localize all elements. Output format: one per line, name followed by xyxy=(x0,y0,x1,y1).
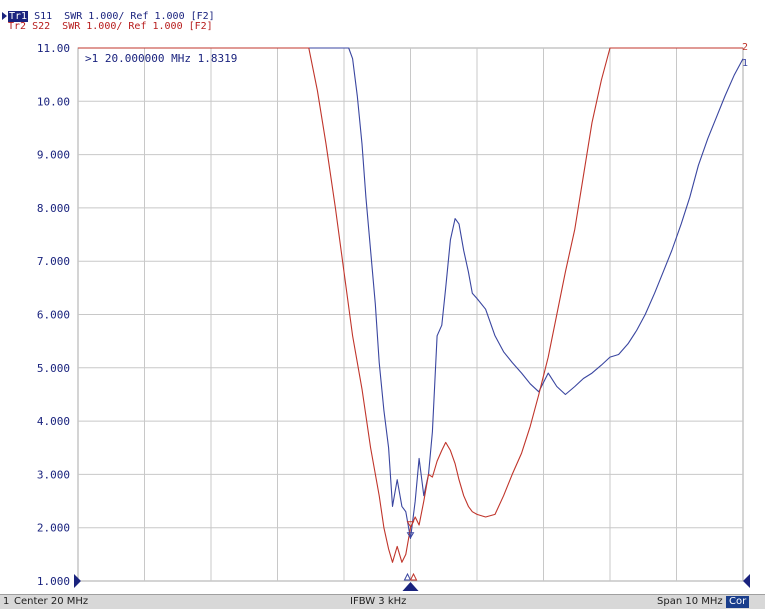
marker2-icon[interactable] xyxy=(406,521,415,528)
y-tick-label: 7.000 xyxy=(37,255,70,268)
y-tick-label: 5.000 xyxy=(37,362,70,375)
status-bar: 1 Center 20 MHz IFBW 3 kHz Span 10 MHz C… xyxy=(0,594,765,609)
y-tick-label: 4.000 xyxy=(37,415,70,428)
active-trace-arrow-icon xyxy=(2,12,7,20)
swr-chart[interactable]: 11.00 10.00 9.000 8.000 7.000 6.000 5.000 4.000… xyxy=(0,0,765,594)
reference-right-arrow-icon[interactable] xyxy=(743,574,750,588)
trace2-end-label: 2 xyxy=(742,42,748,53)
y-tick-label: 11.00 xyxy=(37,42,70,55)
y-tick-label: 10.00 xyxy=(37,95,70,108)
y-tick-label: 6.000 xyxy=(37,309,70,322)
trace1-name[interactable]: Tr1 xyxy=(8,11,29,22)
correction-badge[interactable]: Cor xyxy=(726,596,750,608)
span-value[interactable]: Span 10 MHz xyxy=(657,596,723,607)
y-tick-label: 2.000 xyxy=(37,522,70,535)
series-line-s11[interactable] xyxy=(78,47,744,539)
y-tick-label: 1.000 xyxy=(37,575,70,588)
marker-readout: >1 20.000000 MHz 1.8319 xyxy=(85,52,237,65)
marker2-bottom-icon xyxy=(409,572,418,581)
marker1-icon[interactable] xyxy=(406,532,415,539)
marker1-bottom-icon xyxy=(403,572,412,581)
reference-left-arrow-icon[interactable] xyxy=(74,574,81,588)
ifbw-value[interactable]: IFBW 3 kHz xyxy=(350,596,407,607)
trace2-settings: S22 SWR 1.000/ Ref 1.000 [F2] xyxy=(26,21,213,32)
center-frequency[interactable]: Center 20 MHz xyxy=(14,596,89,607)
y-tick-label: 3.000 xyxy=(37,468,70,481)
trace1-header[interactable]: Tr1 S11 SWR 1.000/ Ref 1.000 [F2] xyxy=(2,11,215,22)
series-line-s22[interactable] xyxy=(78,47,743,563)
trace1-settings: S11 SWR 1.000/ Ref 1.000 [F2] xyxy=(28,11,215,22)
marker-stimulus-arrow-icon[interactable] xyxy=(402,582,419,591)
trace2-header[interactable]: Tr2 S22 SWR 1.000/ Ref 1.000 [F2] xyxy=(2,22,213,32)
trace2-name[interactable]: Tr2 xyxy=(8,21,27,32)
y-tick-label: 9.000 xyxy=(37,149,70,162)
trace1-end-label: 1 xyxy=(742,58,748,69)
channel-number: 1 xyxy=(3,596,10,607)
y-tick-label: 8.000 xyxy=(37,202,70,215)
